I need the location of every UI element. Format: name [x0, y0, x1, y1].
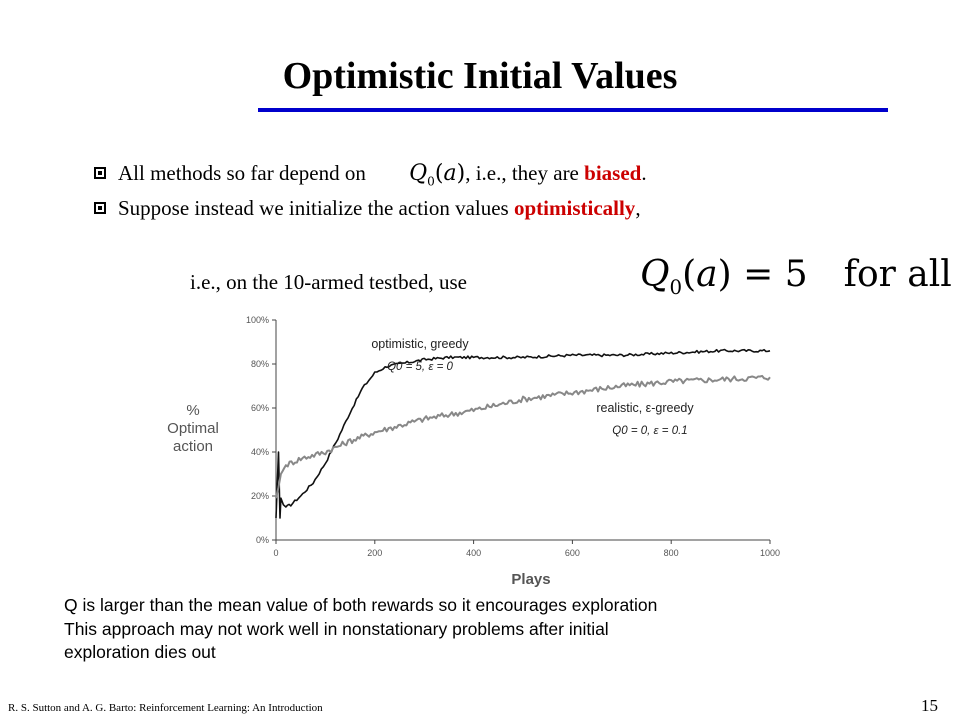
bullet-1-end: . [641, 161, 647, 185]
y-tick-label: 80% [251, 359, 269, 369]
bullet-1-emphasis: biased [584, 161, 642, 185]
bullet-1-text: All methods so far depend on [118, 161, 366, 185]
bullet-2: Suppose instead we initialize the action… [118, 195, 641, 221]
bullet-marker [94, 202, 106, 214]
realistic-egreedy-line [275, 374, 771, 499]
bullet-2-text: Suppose instead we initialize the action… [118, 196, 514, 220]
note-line: This approach may not work well in nonst… [64, 618, 609, 639]
y-axis-label: action [173, 438, 213, 455]
y-tick-label: 60% [251, 403, 269, 413]
series-params: Q0 = 5, ε = 0 [387, 361, 453, 373]
x-tick-label: 0 [273, 548, 278, 558]
x-tick-label: 200 [367, 548, 382, 558]
y-axis-label: Optimal [167, 420, 219, 437]
y-tick-label: 100% [246, 315, 269, 325]
x-tick-label: 800 [664, 548, 679, 558]
y-tick-label: 0% [256, 535, 269, 545]
optimistic-greedy-line [275, 348, 771, 519]
x-tick-label: 1000 [760, 548, 780, 558]
y-tick-label: 40% [251, 447, 269, 457]
initial-value-formula: Q0(a) [409, 161, 466, 189]
page-number: 15 [921, 696, 938, 715]
page-title: Optimistic Initial Values [282, 55, 678, 97]
series-label: optimistic, greedy [371, 337, 469, 351]
series-label: realistic, ε-greedy [596, 401, 694, 415]
bullet-1-text-cont: , i.e., they are [465, 161, 585, 185]
notes: Q is larger than the mean value of both … [64, 594, 657, 665]
bullet-2-emphasis: optimistically [513, 196, 636, 220]
optimal-action-chart: 0% 20% 40% 60% 80% 100% 0 200 400 600 800 1000 Plays… [167, 315, 780, 588]
note-line: exploration dies out [64, 642, 216, 662]
x-tick-label: 600 [565, 548, 580, 558]
testbed-line: i.e., on the 10-armed testbed, use [190, 270, 467, 294]
title-underline [258, 108, 888, 112]
bullet-2-end: , [635, 196, 641, 220]
x-tick-label: 400 [466, 548, 481, 558]
bullet-marker [94, 167, 106, 179]
series-params: Q0 = 0, ε = 0.1 [612, 425, 687, 437]
y-tick-label: 20% [251, 491, 269, 501]
footer-citation: R. S. Sutton and A. G. Barto: Reinforcem… [8, 702, 323, 714]
note-line: Q is larger than the mean value of both … [64, 595, 658, 615]
y-axis-label: % [186, 402, 199, 419]
bullet-1: All methods so far depend on Q0(a), i.e.… [118, 160, 647, 194]
x-axis-label: Plays [511, 571, 550, 588]
